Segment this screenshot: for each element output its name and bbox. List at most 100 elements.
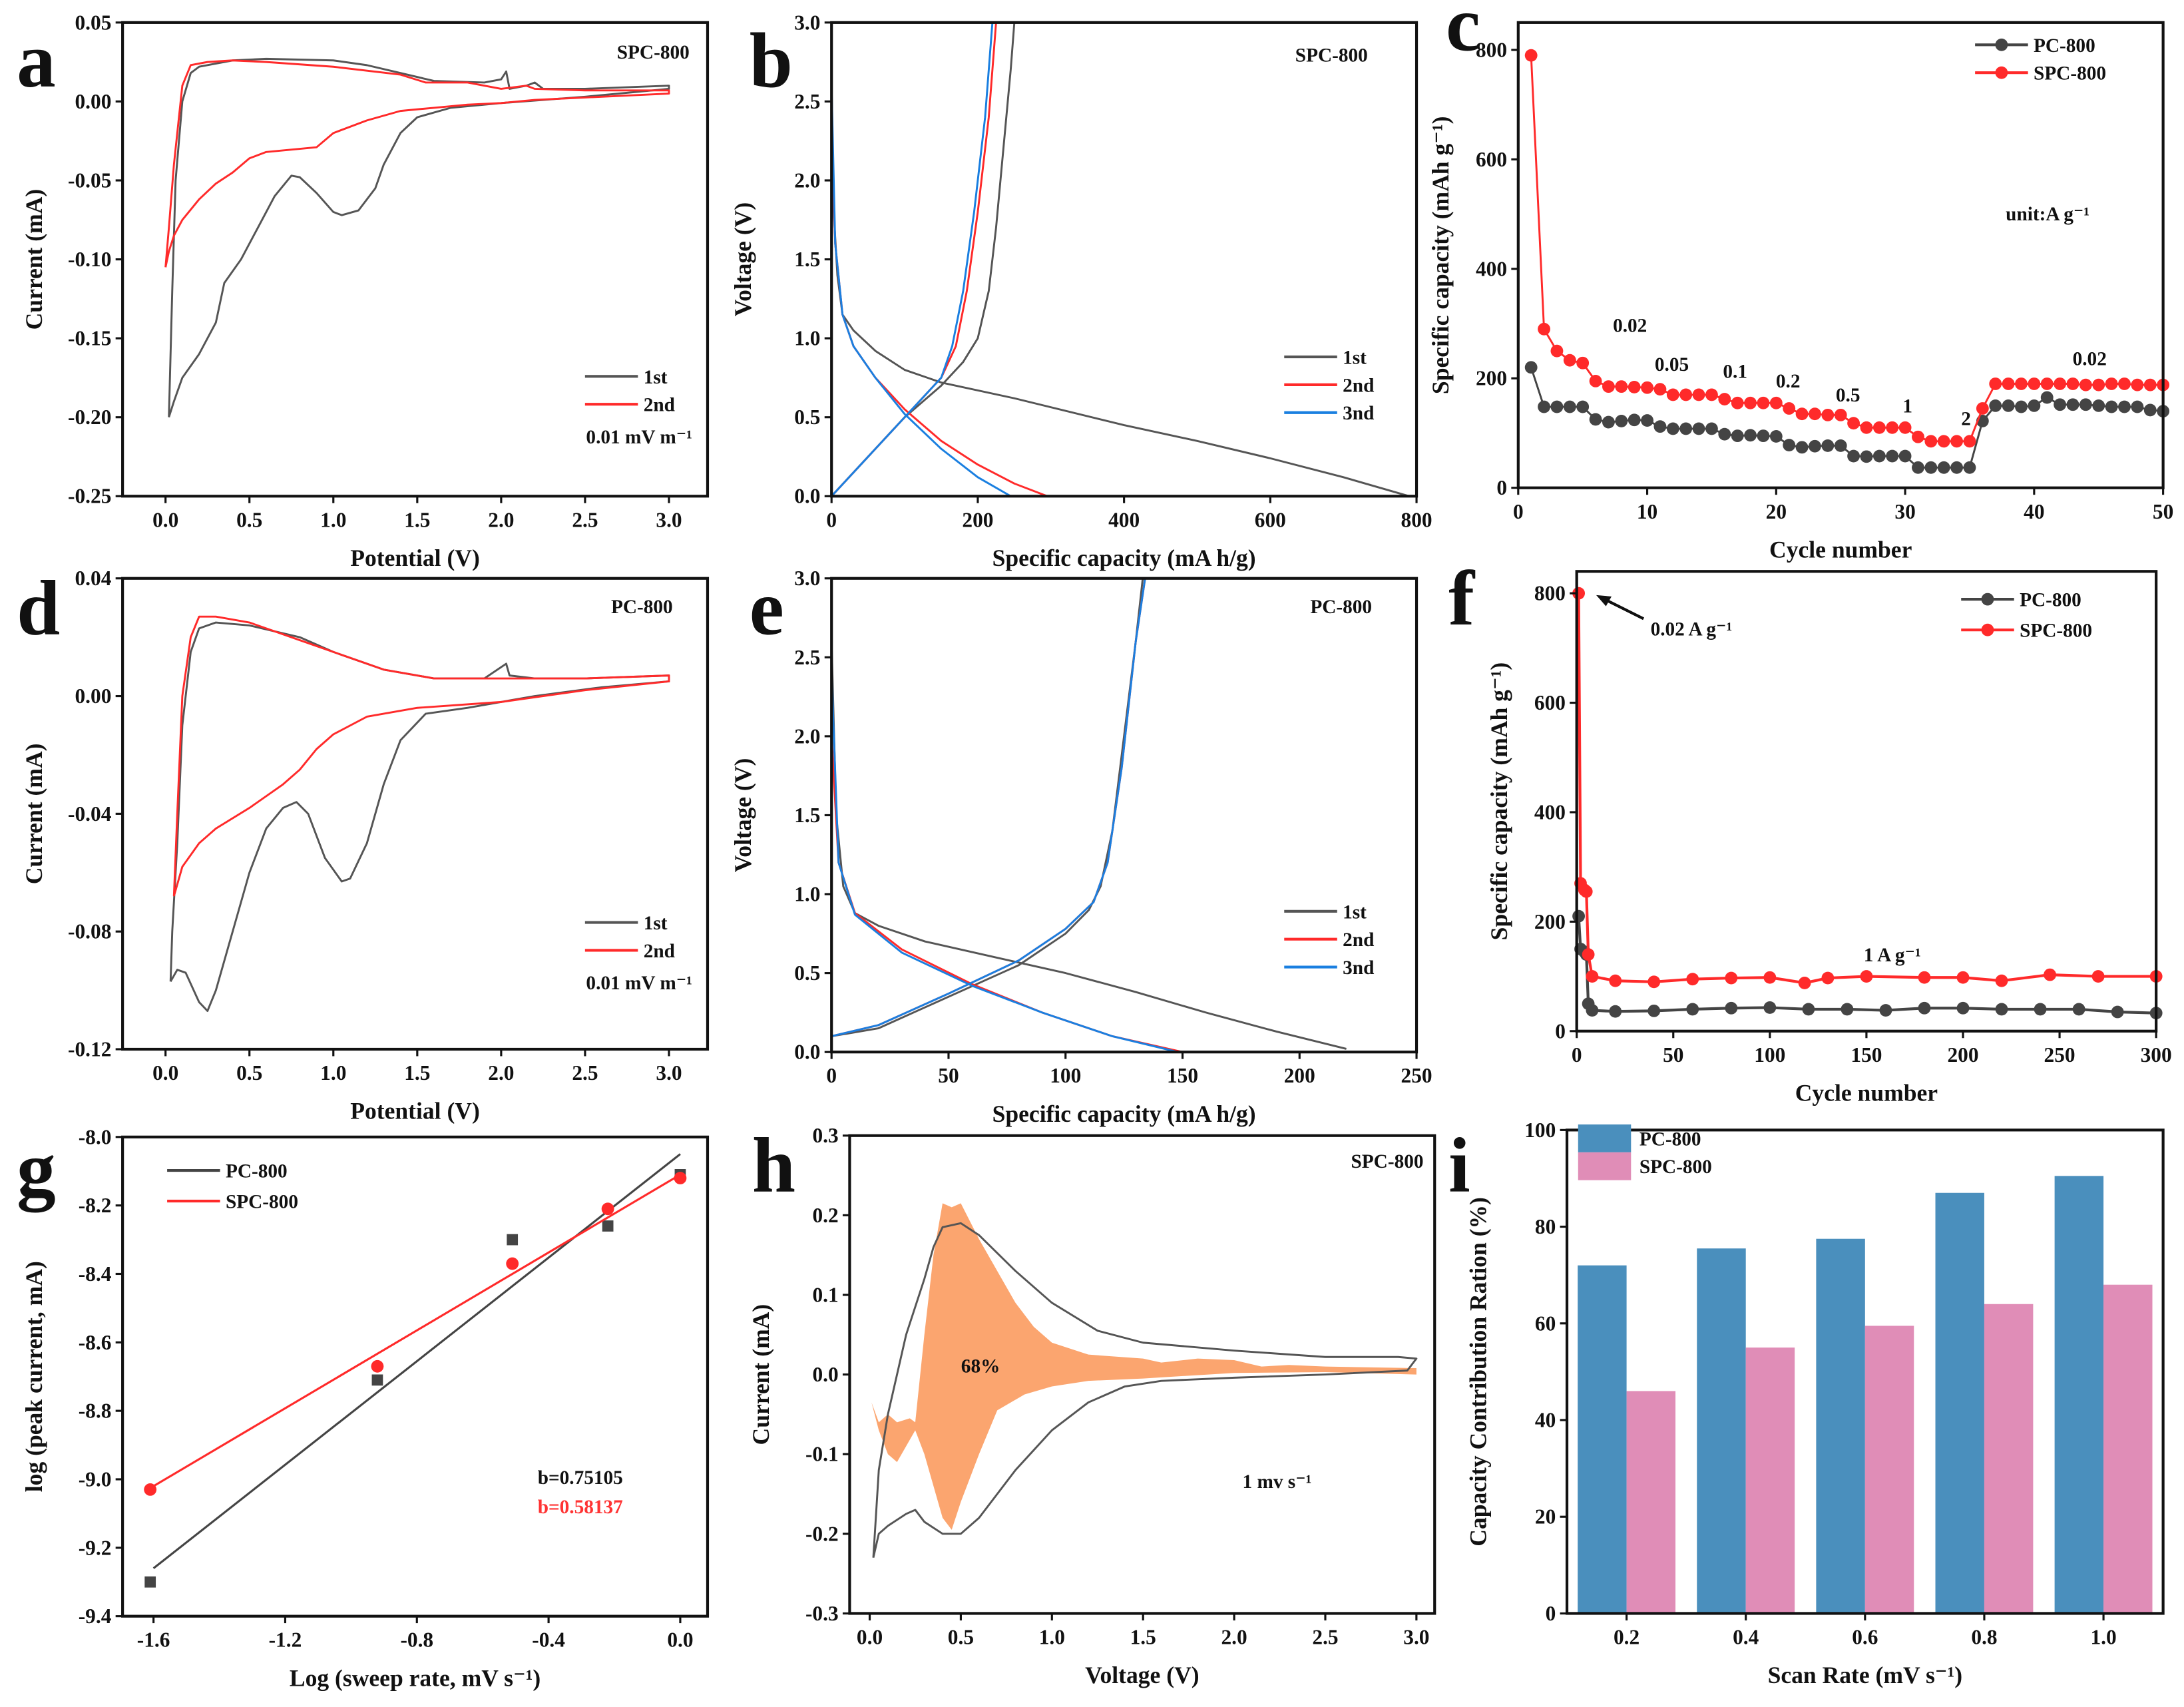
y-tick-label: 600 — [1534, 691, 1566, 714]
data-point — [144, 1483, 157, 1496]
y-tick-label: 0 — [1496, 476, 1507, 499]
data-point — [2066, 377, 2079, 390]
y-tick-label: 40 — [1535, 1408, 1556, 1431]
x-tick-label: 300 — [2141, 1043, 2172, 1067]
panel-letter: d — [17, 565, 60, 651]
fit-line-spc-800 — [152, 1174, 681, 1487]
legend-label: SPC-800 — [1639, 1156, 1712, 1178]
y-tick-label: -0.3 — [805, 1602, 839, 1625]
annotation: 0.1 — [1723, 361, 1747, 382]
legend-label: PC-800 — [226, 1161, 288, 1182]
data-point — [1602, 380, 1615, 393]
legend-swatch — [1578, 1152, 1632, 1180]
data-point — [601, 1202, 614, 1216]
legend-label: PC-800 — [1639, 1128, 1701, 1150]
data-point — [1769, 396, 1783, 409]
data-point — [1609, 1005, 1622, 1018]
x-tick-label: 0 — [826, 508, 837, 531]
y-tick-label: 1.5 — [794, 804, 820, 827]
data-point — [1860, 450, 1873, 463]
data-point — [1783, 402, 1796, 415]
annotation: 0.02 — [2073, 349, 2107, 370]
data-point — [1692, 422, 1705, 435]
data-point — [1586, 970, 1599, 983]
y-tick-label: 800 — [1476, 38, 1507, 61]
x-tick-label: 0.8 — [1971, 1625, 1997, 1648]
y-tick-label: 0.3 — [812, 1124, 838, 1147]
y-tick-label: -0.15 — [68, 327, 111, 350]
series-line-2nd — [830, 132, 1048, 497]
data-point — [1628, 381, 1641, 393]
bar-spc-800-0.6 — [1864, 1326, 1914, 1614]
data-point — [1615, 414, 1628, 427]
y-axis-label: Specific capacity (mAh g⁻¹) — [1486, 662, 1512, 941]
y-tick-label: 0 — [1546, 1602, 1556, 1625]
x-tick-label: 3.0 — [656, 1061, 682, 1085]
data-point — [1763, 971, 1777, 984]
panel-letter: a — [17, 18, 56, 104]
x-tick-label: 0 — [1572, 1043, 1582, 1067]
y-tick-label: -0.1 — [805, 1443, 839, 1466]
bar-pc-800-0.6 — [1816, 1238, 1865, 1614]
y-tick-label: -0.08 — [68, 920, 111, 943]
legend-swatch — [1578, 1124, 1632, 1152]
data-point — [1989, 399, 2002, 412]
data-point — [1572, 909, 1585, 923]
data-point — [507, 1234, 519, 1246]
y-tick-label: 1.5 — [794, 248, 820, 271]
data-point — [2054, 398, 2067, 411]
data-point — [1686, 1003, 1699, 1016]
legend-label: 2nd — [1343, 375, 1374, 396]
y-tick-label: -0.10 — [68, 248, 111, 271]
series-line-3nd — [830, 85, 1012, 497]
x-tick-label: -0.8 — [400, 1628, 433, 1652]
annotation: 1 — [1902, 396, 1912, 417]
annotation: 0.2 — [1776, 371, 1801, 392]
y-tick-label: -9.0 — [79, 1467, 112, 1491]
annotation: b=0.58137 — [538, 1497, 623, 1518]
legend-label: SPC-800 — [226, 1192, 298, 1213]
data-point — [1757, 396, 1770, 409]
data-point — [2143, 403, 2157, 417]
data-point — [1589, 374, 1602, 387]
y-tick-label: 0.00 — [75, 90, 111, 113]
data-point — [1589, 413, 1602, 426]
data-point — [1628, 413, 1641, 427]
data-point — [2105, 400, 2118, 413]
data-point — [1524, 49, 1538, 62]
x-tick-label: -0.4 — [532, 1628, 565, 1652]
plot-frame — [830, 577, 1419, 1054]
x-tick-label: 150 — [1851, 1043, 1882, 1067]
data-point — [1582, 948, 1595, 961]
data-point — [1912, 430, 1924, 443]
x-tick-label: -1.6 — [137, 1628, 170, 1652]
bar-spc-800-0.4 — [1745, 1347, 1795, 1614]
annotation: 0.02 A g⁻¹ — [1651, 619, 1733, 640]
series-line-3nd — [831, 22, 994, 497]
data-point — [1802, 1003, 1815, 1016]
x-tick-label: 20 — [1766, 500, 1787, 523]
bar-pc-800-0.4 — [1697, 1248, 1746, 1614]
data-point — [1821, 971, 1835, 985]
data-point — [1647, 975, 1661, 989]
data-point — [1956, 971, 1970, 984]
series-line-2nd — [172, 615, 670, 897]
data-point — [1783, 439, 1796, 452]
data-point — [1821, 439, 1835, 452]
legend-label: SPC-800 — [2034, 63, 2106, 85]
y-tick-label: 0.5 — [794, 961, 820, 985]
data-point — [2040, 391, 2054, 404]
y-tick-label: 0.1 — [812, 1283, 838, 1306]
legend-marker — [1981, 623, 1994, 636]
data-point — [1950, 435, 1964, 448]
data-point — [2118, 400, 2131, 413]
y-axis-label: Capacity Contribution Ration (%) — [1465, 1197, 1492, 1547]
data-point — [1757, 429, 1770, 443]
data-point — [1725, 1001, 1738, 1015]
y-tick-label: 800 — [1534, 582, 1566, 605]
x-axis-label: Log (sweep rate, mV s⁻¹) — [290, 1664, 541, 1691]
annotation: 0.05 — [1655, 354, 1689, 375]
data-point — [1653, 420, 1667, 433]
data-point — [2044, 968, 2056, 981]
legend-label: SPC-800 — [2020, 620, 2092, 642]
